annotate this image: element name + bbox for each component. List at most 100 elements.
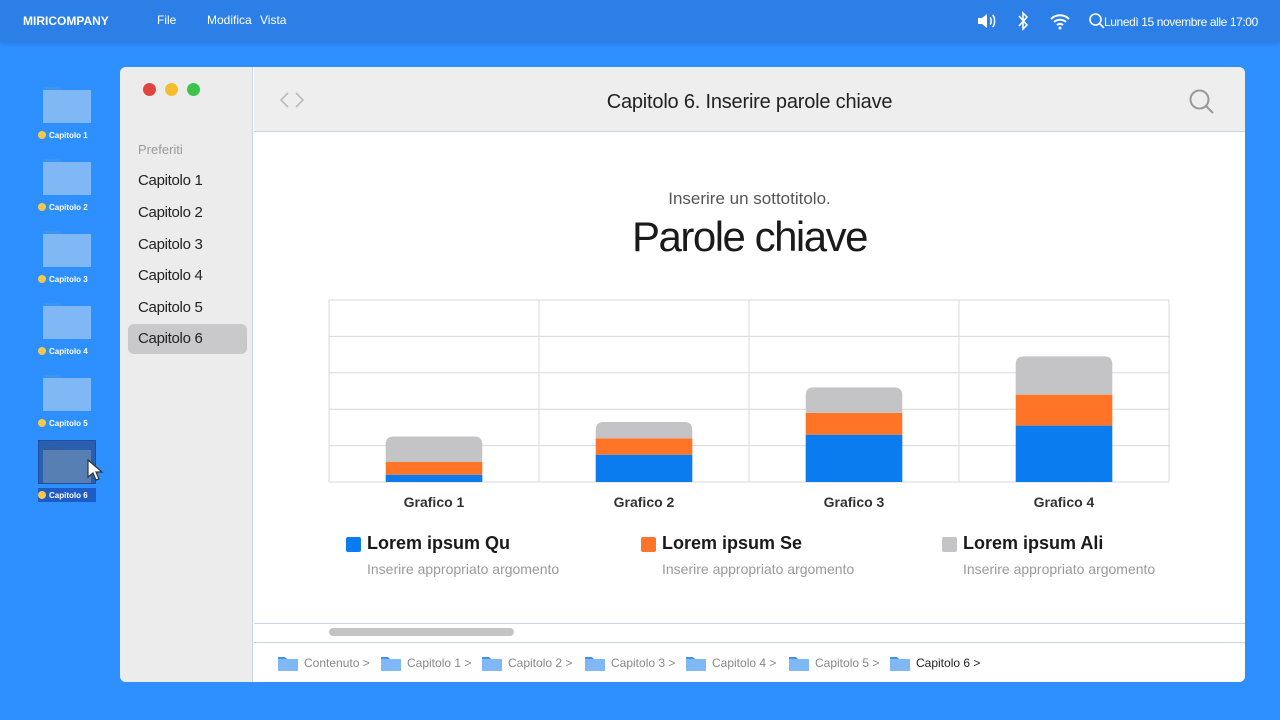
sidebar-section-title: Preferiti (138, 142, 183, 157)
folder-icon (278, 656, 298, 671)
volume-icon[interactable] (976, 12, 998, 33)
folder-icon (789, 656, 809, 671)
desktop-folder-label: Capitolo 1 (49, 130, 88, 140)
minimize-button[interactable] (165, 83, 178, 96)
bar-segment (805, 412, 903, 435)
tag-dot (38, 275, 46, 283)
desktop-folder-label: Capitolo 3 (49, 274, 88, 284)
bar-segment (595, 438, 693, 455)
folder-icon (43, 87, 91, 123)
legend-swatch (942, 537, 957, 552)
x-tick-label: Grafico 3 (824, 494, 885, 510)
mouse-pointer-icon (86, 458, 106, 487)
folder-icon (890, 656, 910, 671)
desktop-folder-3[interactable]: Capitolo 3 (36, 228, 98, 292)
folder-icon (43, 231, 91, 267)
desktop-folder-6[interactable]: Capitolo 6 (36, 440, 98, 508)
desktop-folder-label: Capitolo 4 (49, 346, 88, 356)
bar-segment (385, 474, 483, 482)
horizontal-scrollbar[interactable] (254, 623, 1245, 643)
back-arrow-icon[interactable] (278, 91, 290, 114)
bar-segment (1015, 425, 1113, 482)
breadcrumb-label: Capitolo 1 > (407, 656, 472, 670)
legend-name: Lorem ipsum Se (662, 533, 803, 553)
sidebar-item-capitolo-4[interactable]: Capitolo 4 (138, 267, 203, 284)
desktop-folder-label: Capitolo 2 (49, 202, 88, 212)
bar-segment (805, 434, 903, 482)
search-icon[interactable] (1188, 88, 1216, 121)
bar-segment (805, 387, 903, 413)
breadcrumb-item[interactable]: Capitolo 1 > (381, 655, 471, 671)
breadcrumb-label: Contenuto > (304, 656, 370, 670)
menu-vista[interactable]: Vista (260, 13, 287, 27)
tag-dot (38, 131, 46, 139)
clock-datetime: Lunedì 15 novembre alle 17:00 (1104, 15, 1258, 29)
tag-dot (38, 203, 46, 211)
breadcrumb-item[interactable]: Capitolo 6 > (890, 655, 980, 671)
tag-dot (38, 419, 46, 427)
path-bar: Contenuto > Capitolo 1 > Capitolo 2 > Capit… (254, 644, 1245, 682)
sidebar-item-capitolo-5[interactable]: Capitolo 5 (138, 299, 203, 316)
breadcrumb-item[interactable]: Contenuto > (278, 655, 370, 671)
legend-item-2: Lorem ipsum Se Inserire appropriato argo… (641, 531, 901, 591)
legend-description: Inserire appropriato argomento (662, 561, 855, 577)
legend-swatch (641, 537, 656, 552)
bar-segment (385, 461, 483, 475)
legend-item-3: Lorem ipsum Ali Inserire appropriato arg… (942, 531, 1202, 591)
sidebar-item-capitolo-3[interactable]: Capitolo 3 (138, 236, 203, 253)
folder-icon (43, 447, 91, 483)
zoom-button[interactable] (187, 83, 200, 96)
legend-name: Lorem ipsum Ali (963, 533, 1104, 553)
bar-segment (385, 436, 483, 462)
desktop-folder-1[interactable]: Capitolo 1 (36, 84, 98, 148)
legend-name: Lorem ipsum Qu (367, 533, 511, 553)
breadcrumb-item[interactable]: Capitolo 2 > (482, 655, 572, 671)
breadcrumb-item[interactable]: Capitolo 3 > (585, 655, 675, 671)
menu-file[interactable]: File (157, 13, 177, 27)
window-title: Capitolo 6. Inserire parole chiave (606, 91, 893, 113)
forward-arrow-icon[interactable] (294, 91, 306, 114)
bar-segment (1015, 394, 1113, 426)
window-toolbar: Capitolo 6. Inserire parole chiave (254, 67, 1245, 132)
menu-modifica[interactable]: Modifica (207, 13, 252, 27)
bar-segment (595, 421, 693, 439)
folder-icon (686, 656, 706, 671)
folder-icon (43, 303, 91, 339)
tag-dot (38, 491, 46, 499)
brand-name: MIRICOMPANY (23, 14, 109, 28)
desktop-folder-5[interactable]: Capitolo 5 (36, 372, 98, 436)
bar-segment (595, 454, 693, 482)
stacked-bar-chart: Grafico 1 Grafico 2 Grafico 3 Grafico 4 (328, 299, 1170, 510)
content-area: Inserire un sottotitolo. Parole chiave G… (254, 133, 1245, 623)
folder-icon (43, 159, 91, 195)
search-icon[interactable] (1088, 12, 1106, 33)
bluetooth-icon[interactable] (1016, 11, 1030, 34)
scrollbar-thumb[interactable] (329, 628, 514, 636)
page-title: Parole chiave (632, 213, 868, 260)
sidebar: Preferiti Capitolo 1 Capitolo 2 Capitolo… (120, 67, 253, 682)
wifi-icon[interactable] (1049, 12, 1071, 33)
menubar: MIRICOMPANY File Modifica Vista Lunedì 1… (0, 0, 1280, 42)
folder-icon (43, 375, 91, 411)
close-button[interactable] (143, 83, 156, 96)
x-tick-label: Grafico 2 (614, 494, 675, 510)
x-tick-label: Grafico 1 (404, 494, 465, 510)
breadcrumb-label: Capitolo 6 > (916, 656, 981, 670)
breadcrumb-item[interactable]: Capitolo 5 > (789, 655, 879, 671)
desktop-folder-2[interactable]: Capitolo 2 (36, 156, 98, 220)
sidebar-item-capitolo-2[interactable]: Capitolo 2 (138, 204, 203, 221)
breadcrumb-label: Capitolo 3 > (611, 656, 676, 670)
desktop-folder-4[interactable]: Capitolo 4 (36, 300, 98, 364)
legend-description: Inserire appropriato argomento (963, 561, 1156, 577)
sidebar-item-capitolo-1[interactable]: Capitolo 1 (138, 172, 203, 189)
legend-description: Inserire appropriato argomento (367, 561, 560, 577)
desktop-folder-label: Capitolo 6 (49, 490, 88, 500)
breadcrumb-item[interactable]: Capitolo 4 > (686, 655, 776, 671)
folder-icon (381, 656, 401, 671)
sidebar-item-capitolo-6[interactable]: Capitolo 6 (128, 324, 247, 354)
bar-segment (1015, 356, 1113, 395)
breadcrumb-label: Capitolo 5 > (815, 656, 880, 670)
page-subtitle: Inserire un sottotitolo. (668, 189, 831, 208)
legend-swatch (346, 537, 361, 552)
finder-window: Preferiti Capitolo 1 Capitolo 2 Capitolo… (120, 67, 1245, 682)
